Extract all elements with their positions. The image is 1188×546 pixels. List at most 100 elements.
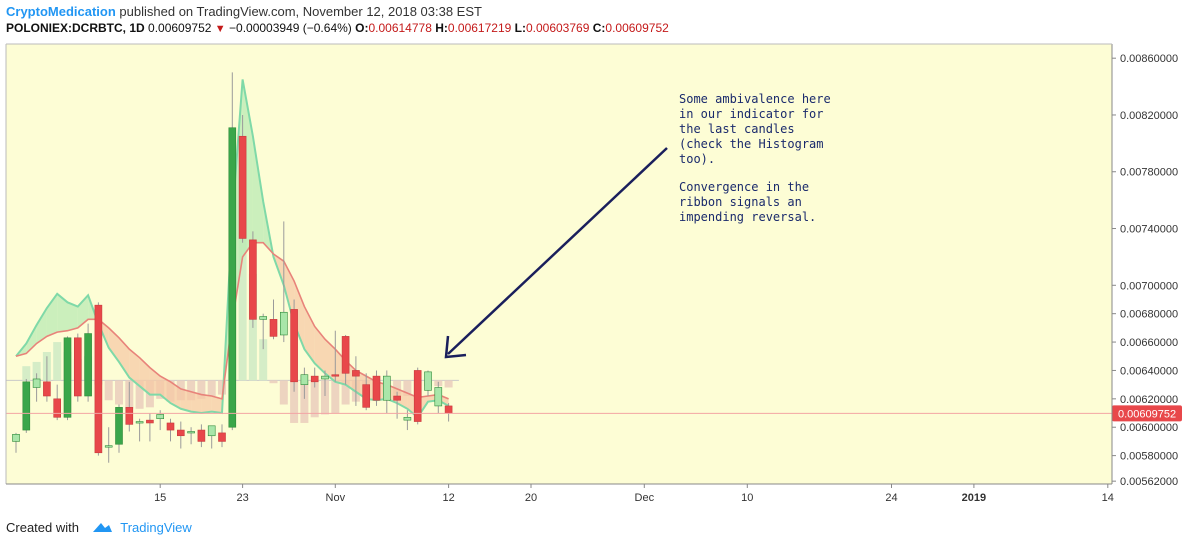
- symbol-info-bar: POLONIEX:DCRBTC, 1D 0.00609752 ▼ −0.0000…: [6, 21, 669, 35]
- histogram-bar: [321, 380, 329, 415]
- ribbon-fill-segment: [252, 136, 264, 243]
- histogram-bar: [115, 380, 123, 405]
- author-name[interactable]: CryptoMedication: [6, 4, 116, 19]
- time-tick-label: 24: [885, 492, 897, 504]
- candle-body: [249, 239, 257, 320]
- price-tick-label: 0.00620000: [1120, 394, 1178, 406]
- ribbon-fill-segment: [325, 339, 336, 382]
- candle-body: [228, 127, 237, 428]
- ribbon-fill-segment: [211, 396, 222, 414]
- time-tick-label: 2019: [962, 492, 986, 504]
- candle-body: [12, 434, 20, 442]
- candle-body: [84, 333, 92, 397]
- low-label: L:: [514, 21, 526, 35]
- annotation-line: impending reversal.: [679, 210, 816, 224]
- histogram-bar: [238, 202, 247, 381]
- footer: Created with TradingView: [6, 520, 192, 537]
- time-axis[interactable]: 15 23 Nov 12 20 Dec 10 24 2019 14: [6, 483, 1114, 504]
- histogram-bar: [53, 342, 62, 381]
- candle-body: [321, 375, 329, 380]
- annotation-line: (check the Histogram: [679, 137, 824, 151]
- histogram-bar: [187, 380, 196, 401]
- ribbon-fill-segment: [67, 302, 78, 331]
- ribbon-fill-segment: [201, 394, 212, 414]
- candles-layer: [12, 72, 453, 463]
- price-tick-label: 0.00660000: [1120, 337, 1178, 349]
- histogram-bar: [393, 380, 402, 395]
- histogram-bar: [135, 380, 144, 409]
- last-price-tag-label: 0.00609752: [1118, 408, 1176, 420]
- histogram-bar: [279, 380, 288, 405]
- annotation-line: Some ambivalence here: [679, 92, 831, 106]
- candle-body: [310, 375, 319, 383]
- candle-body: [238, 135, 247, 239]
- ribbon-fill-segment: [304, 306, 315, 364]
- candle-body: [444, 405, 453, 414]
- annotation-line: in our indicator for: [679, 107, 824, 121]
- annotation-line: Convergence in the: [679, 180, 809, 194]
- candle-body: [352, 370, 360, 377]
- candle-body: [259, 316, 268, 320]
- ribbon-fill-segment: [314, 326, 325, 374]
- ribbon-fill-segment: [294, 281, 305, 350]
- price-chart[interactable]: 0.00609752 0.00860000 0.00820000 0.0078000…: [0, 40, 1188, 516]
- ribbon-fill-segment: [77, 295, 89, 328]
- ribbon-fill-segment: [129, 349, 140, 387]
- annotation-line: the last candles: [679, 122, 795, 136]
- ribbon-fill-segment: [139, 357, 150, 395]
- annotation-line: too).: [679, 152, 715, 166]
- time-tick-label: 23: [236, 492, 248, 504]
- time-tick-label: 10: [741, 492, 753, 504]
- candle-body: [372, 375, 381, 401]
- ribbon-fill-segment: [26, 325, 37, 354]
- publish-info: CryptoMedication published on TradingVie…: [6, 4, 482, 19]
- ribbon-fill-segment: [119, 337, 130, 378]
- ribbon-fill-segment: [191, 391, 202, 414]
- histogram-bar: [259, 339, 268, 381]
- histogram-bar: [218, 380, 226, 395]
- candle-body: [269, 319, 278, 337]
- price-change: −0.00003949 (−0.64%): [229, 21, 352, 35]
- tradingview-cloud-icon[interactable]: [89, 520, 113, 537]
- down-arrow-icon: ▼: [214, 23, 226, 35]
- last-price-layer: 0.00609752: [6, 405, 1182, 422]
- price-axis[interactable]: 0.00860000 0.00820000 0.00780000 0.00740000…: [5, 43, 1178, 488]
- histogram-bar: [444, 380, 453, 388]
- candle-body: [187, 431, 195, 434]
- candle-body: [146, 419, 154, 424]
- candle-body: [413, 370, 422, 422]
- candle-body: [279, 311, 288, 336]
- plot-area[interactable]: [6, 44, 1112, 484]
- price-tick-label: 0.00600000: [1120, 422, 1178, 434]
- candle-body: [32, 378, 41, 388]
- price-tick-label: 0.00680000: [1120, 309, 1178, 321]
- price-tick-label: 0.00740000: [1120, 224, 1178, 236]
- candle-body: [218, 432, 226, 442]
- histogram-bar: [310, 380, 319, 418]
- histogram-bar: [269, 380, 278, 384]
- candle-body: [22, 381, 31, 431]
- time-tick-label: 20: [525, 492, 537, 504]
- candle-body: [166, 422, 175, 431]
- candle-body: [125, 407, 134, 425]
- histogram-bar: [104, 380, 113, 401]
- histogram-bar: [341, 380, 350, 405]
- time-tick-label: 15: [154, 492, 166, 504]
- price-tick-label: 0.00780000: [1120, 167, 1178, 179]
- candle-body: [156, 414, 164, 420]
- ribbon-fill-segment: [180, 388, 192, 412]
- price-tick-label: 0.00820000: [1120, 110, 1178, 122]
- candle-body: [94, 304, 103, 454]
- candle-body: [382, 375, 391, 401]
- candle-body: [434, 387, 443, 407]
- candle-body: [53, 398, 62, 418]
- created-with-label: Created with: [6, 520, 79, 535]
- candle-body: [104, 445, 113, 448]
- time-tick-label: 12: [442, 492, 454, 504]
- histogram-bar: [32, 361, 41, 381]
- tradingview-brand-link[interactable]: TradingView: [120, 520, 192, 535]
- candle-body: [63, 337, 72, 418]
- candle-body: [362, 384, 371, 408]
- annotation-line: ribbon signals an: [679, 195, 802, 209]
- last-price-tag: [1112, 405, 1182, 422]
